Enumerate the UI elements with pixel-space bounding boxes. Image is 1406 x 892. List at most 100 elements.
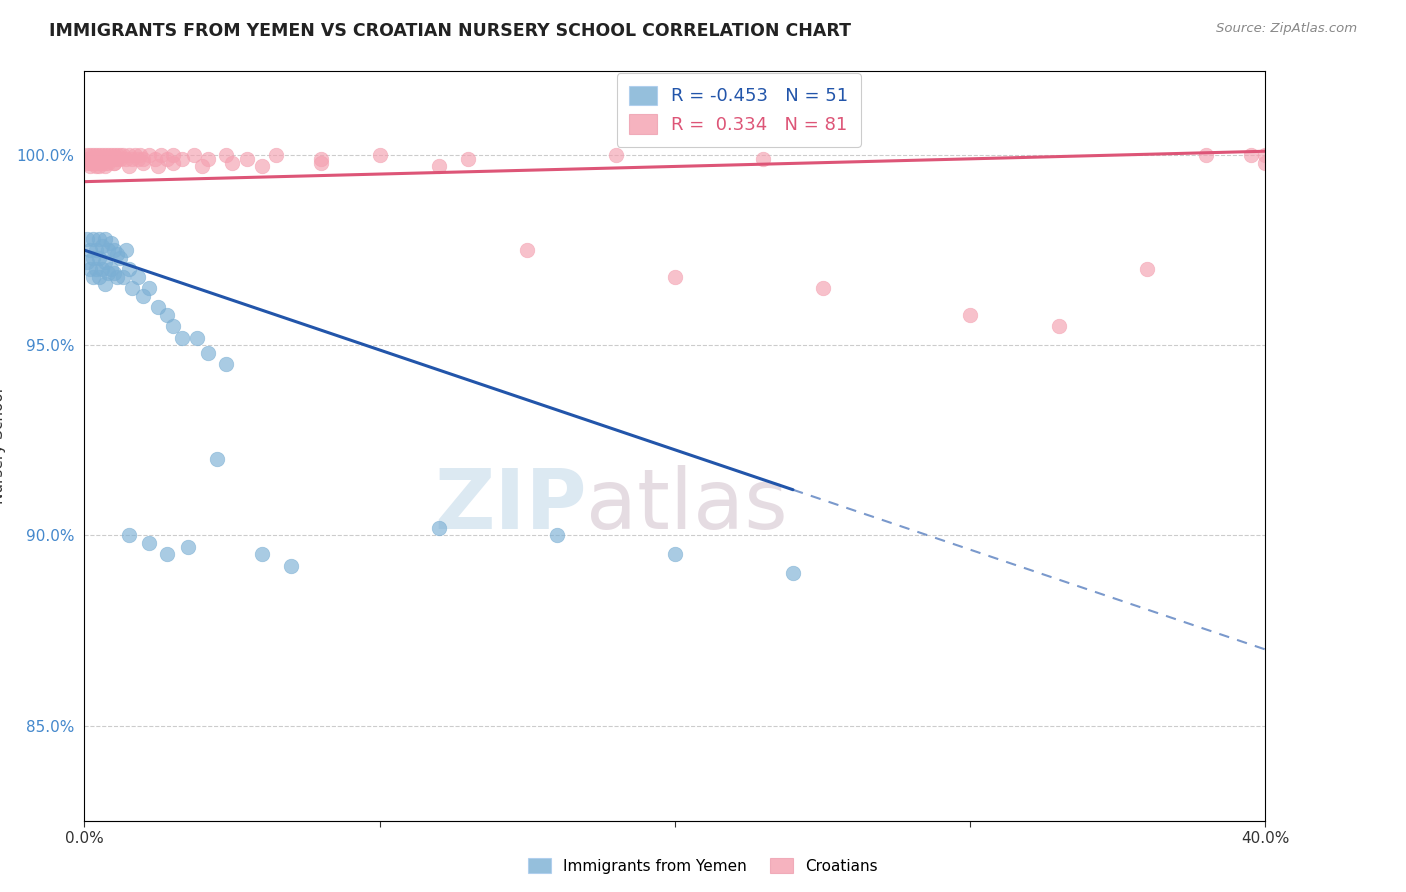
Point (79, 160, 101, 174)
Point (162, 155, 184, 169)
Point (427, 160, 450, 174)
Point (605, 148, 627, 162)
Point (105, 247, 128, 261)
Point (76, 148, 98, 162)
Point (129, 148, 152, 162)
Point (162, 319, 184, 334)
Point (105, 148, 128, 162)
Point (103, 152, 125, 166)
Point (156, 152, 179, 166)
Point (103, 243, 125, 257)
Text: atlas: atlas (586, 466, 787, 547)
Point (103, 155, 125, 169)
Point (100, 235, 122, 250)
Point (114, 243, 136, 257)
Point (177, 540, 200, 554)
Point (91, 148, 114, 162)
Point (76, 232, 98, 246)
Point (87, 251, 111, 265)
Point (132, 155, 155, 169)
Point (124, 148, 146, 162)
Point (82, 232, 104, 246)
Point (132, 152, 155, 166)
Point (127, 152, 149, 166)
Point (97, 266, 120, 280)
Point (121, 152, 143, 166)
Point (79, 148, 101, 162)
Point (186, 330, 208, 344)
Point (250, 548, 273, 562)
Point (84, 262, 107, 277)
Point (97, 243, 120, 257)
Point (87, 155, 111, 169)
Point (138, 536, 160, 550)
Point (191, 160, 214, 174)
Point (108, 251, 131, 265)
Point (207, 452, 229, 467)
Point (84, 160, 107, 174)
Point (1136, 262, 1159, 277)
Point (76, 254, 98, 268)
Point (811, 281, 834, 295)
Point (156, 308, 179, 322)
Point (170, 152, 193, 166)
Point (94, 277, 117, 292)
Point (105, 152, 128, 166)
Point (79, 152, 101, 166)
Point (138, 281, 160, 295)
Point (84, 152, 107, 166)
Point (97, 152, 120, 166)
Point (197, 152, 219, 166)
Point (82, 148, 104, 162)
Point (105, 269, 128, 284)
Point (94, 155, 117, 169)
Point (94, 232, 117, 246)
Point (108, 148, 131, 162)
Point (156, 548, 179, 562)
Text: IMMIGRANTS FROM YEMEN VS CROATIAN NURSERY SCHOOL CORRELATION CHART: IMMIGRANTS FROM YEMEN VS CROATIAN NURSER… (49, 22, 851, 40)
Point (236, 152, 259, 166)
Point (97, 148, 120, 162)
Point (108, 152, 131, 166)
Point (368, 148, 391, 162)
Point (170, 330, 193, 344)
Point (143, 152, 166, 166)
Point (250, 160, 273, 174)
Point (82, 152, 104, 166)
Legend: R = -0.453   N = 51, R =  0.334   N = 81: R = -0.453 N = 51, R = 0.334 N = 81 (617, 73, 860, 147)
Text: ZIP: ZIP (434, 466, 586, 547)
Point (91, 155, 114, 169)
Point (118, 528, 141, 542)
Point (114, 152, 136, 166)
Point (1254, 155, 1277, 169)
Point (782, 566, 804, 581)
Point (84, 243, 107, 257)
Point (97, 155, 120, 169)
Legend: Immigrants from Yemen, Croatians: Immigrants from Yemen, Croatians (522, 852, 884, 880)
Point (309, 155, 332, 169)
Point (127, 269, 149, 284)
Point (457, 152, 479, 166)
Point (664, 269, 686, 284)
Point (215, 148, 238, 162)
Point (87, 148, 111, 162)
Point (87, 152, 111, 166)
Point (82, 155, 104, 169)
Point (664, 548, 686, 562)
Point (84, 148, 107, 162)
Point (266, 148, 288, 162)
Y-axis label: Nursery School: Nursery School (0, 388, 6, 504)
Point (111, 269, 134, 284)
Point (221, 155, 243, 169)
Point (546, 528, 568, 542)
Point (82, 251, 104, 265)
Point (121, 281, 143, 295)
Point (215, 357, 238, 371)
Point (91, 239, 114, 253)
Point (1047, 319, 1070, 334)
Point (103, 155, 125, 169)
Point (959, 308, 981, 322)
Point (148, 160, 170, 174)
Point (1240, 148, 1263, 162)
Point (76, 155, 98, 169)
